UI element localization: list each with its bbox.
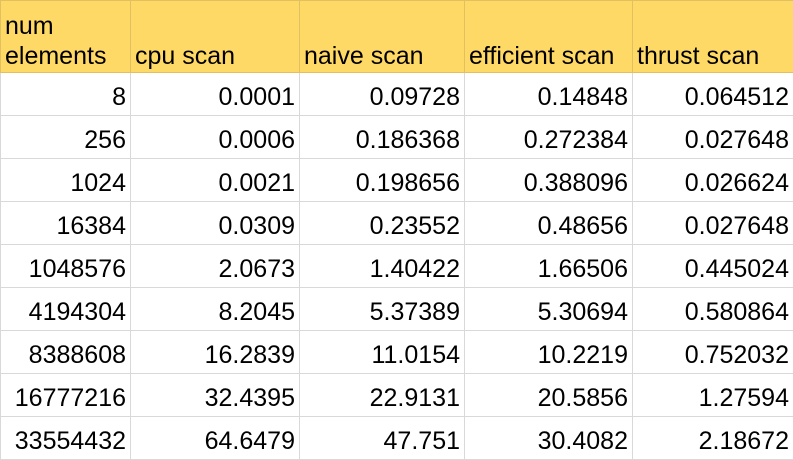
cell-efficient-scan[interactable]: 0.388096	[465, 159, 633, 202]
cell-efficient-scan[interactable]: 1.66506	[465, 245, 633, 288]
cell-thrust-scan[interactable]: 0.580864	[633, 288, 793, 331]
header-cell-cpu-scan[interactable]: cpu scan	[131, 1, 300, 73]
cell-naive-scan[interactable]: 0.186368	[300, 116, 465, 159]
cell-naive-scan[interactable]: 0.198656	[300, 159, 465, 202]
cell-cpu-scan[interactable]: 0.0309	[131, 202, 300, 245]
cell-num-elements[interactable]: 8388608	[1, 331, 131, 374]
cell-num-elements[interactable]: 1048576	[1, 245, 131, 288]
cell-naive-scan[interactable]: 22.9131	[300, 374, 465, 417]
header-row: num elements cpu scan naive scan efficie…	[1, 1, 793, 73]
cell-naive-scan[interactable]: 0.23552	[300, 202, 465, 245]
cell-thrust-scan[interactable]: 0.445024	[633, 245, 793, 288]
cell-cpu-scan[interactable]: 0.0001	[131, 73, 300, 116]
cell-thrust-scan[interactable]: 0.026624	[633, 159, 793, 202]
cell-cpu-scan[interactable]: 2.0673	[131, 245, 300, 288]
cell-efficient-scan[interactable]: 10.2219	[465, 331, 633, 374]
header-cell-efficient-scan[interactable]: efficient scan	[465, 1, 633, 73]
cell-num-elements[interactable]: 33554432	[1, 417, 131, 460]
cell-cpu-scan[interactable]: 0.0006	[131, 116, 300, 159]
cell-naive-scan[interactable]: 1.40422	[300, 245, 465, 288]
cell-thrust-scan[interactable]: 0.064512	[633, 73, 793, 116]
cell-num-elements[interactable]: 4194304	[1, 288, 131, 331]
cell-efficient-scan[interactable]: 30.4082	[465, 417, 633, 460]
header-cell-thrust-scan[interactable]: thrust scan	[633, 1, 793, 73]
cell-cpu-scan[interactable]: 64.6479	[131, 417, 300, 460]
cell-naive-scan[interactable]: 5.37389	[300, 288, 465, 331]
cell-efficient-scan[interactable]: 0.14848	[465, 73, 633, 116]
cell-thrust-scan[interactable]: 0.752032	[633, 331, 793, 374]
cell-thrust-scan[interactable]: 0.027648	[633, 116, 793, 159]
cell-cpu-scan[interactable]: 0.0021	[131, 159, 300, 202]
cell-num-elements[interactable]: 1024	[1, 159, 131, 202]
cell-num-elements[interactable]: 8	[1, 73, 131, 116]
header-cell-naive-scan[interactable]: naive scan	[300, 1, 465, 73]
cell-efficient-scan[interactable]: 5.30694	[465, 288, 633, 331]
cell-efficient-scan[interactable]: 0.272384	[465, 116, 633, 159]
cell-num-elements[interactable]: 16777216	[1, 374, 131, 417]
cell-thrust-scan[interactable]: 1.27594	[633, 374, 793, 417]
cell-thrust-scan[interactable]: 0.027648	[633, 202, 793, 245]
cell-thrust-scan[interactable]: 2.18672	[633, 417, 793, 460]
cell-cpu-scan[interactable]: 8.2045	[131, 288, 300, 331]
cell-cpu-scan[interactable]: 16.2839	[131, 331, 300, 374]
cell-naive-scan[interactable]: 47.751	[300, 417, 465, 460]
header-cell-num-elements[interactable]: num elements	[1, 1, 131, 73]
cell-efficient-scan[interactable]: 20.5856	[465, 374, 633, 417]
cell-cpu-scan[interactable]: 32.4395	[131, 374, 300, 417]
cell-naive-scan[interactable]: 0.09728	[300, 73, 465, 116]
cell-num-elements[interactable]: 256	[1, 116, 131, 159]
cell-efficient-scan[interactable]: 0.48656	[465, 202, 633, 245]
cell-naive-scan[interactable]: 11.0154	[300, 331, 465, 374]
cell-num-elements[interactable]: 16384	[1, 202, 131, 245]
